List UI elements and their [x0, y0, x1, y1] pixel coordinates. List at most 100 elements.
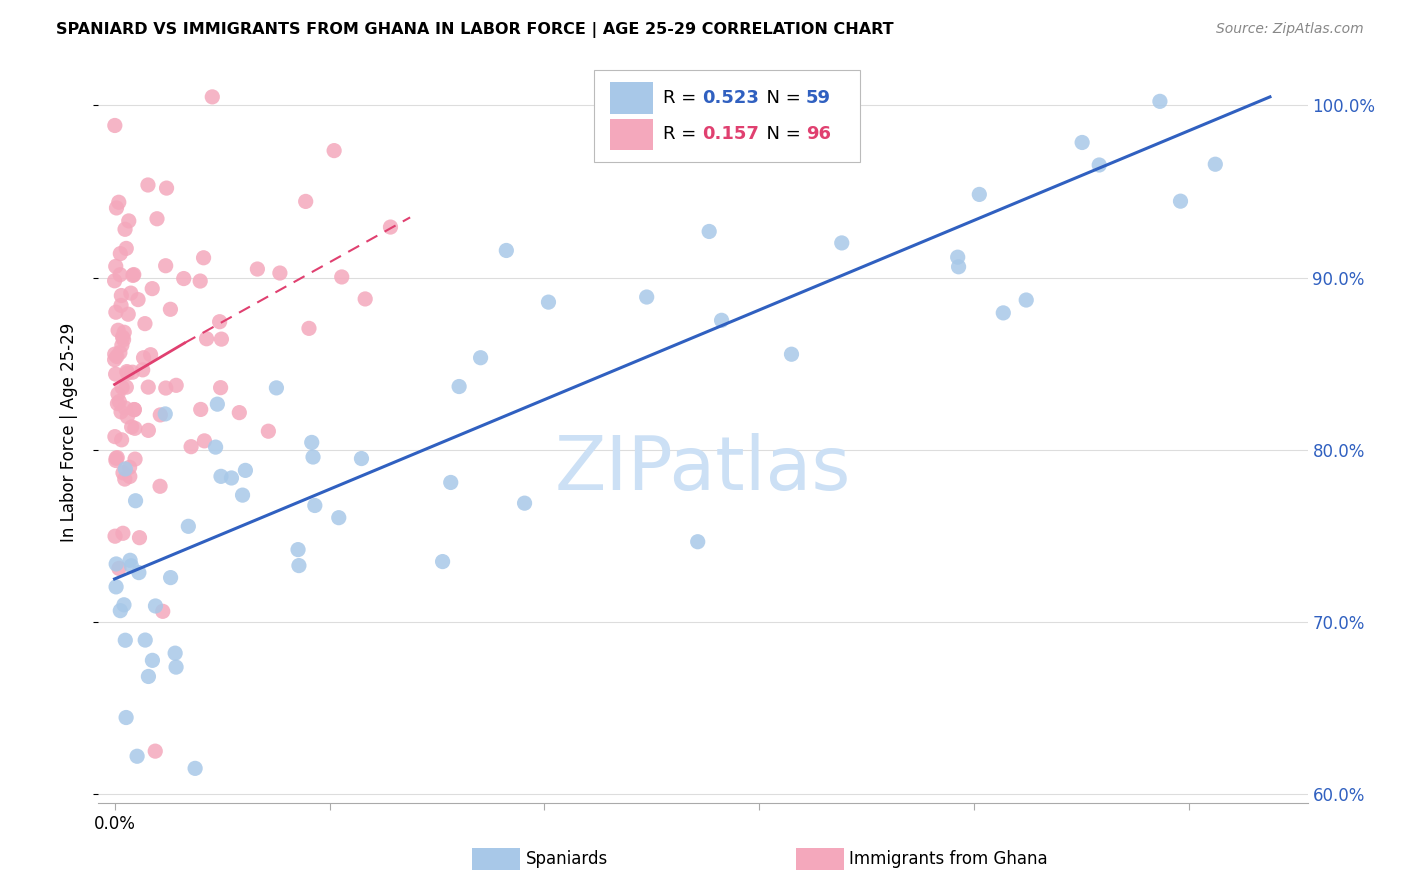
Point [155, 181, 177, 195]
Point [104, 429, 127, 443]
Point [105, 350, 128, 364]
Point [122, 268, 145, 283]
Text: 0.523: 0.523 [702, 89, 759, 107]
Point [188, 274, 211, 288]
Point [122, 268, 145, 282]
Point [184, 761, 207, 775]
Point [141, 653, 163, 667]
Point [110, 246, 132, 260]
Point [124, 421, 146, 435]
Point [173, 271, 195, 285]
Point [114, 462, 136, 476]
Point [209, 332, 232, 346]
Point [209, 469, 232, 483]
Point [323, 144, 346, 158]
Point [1088, 158, 1111, 172]
Point [105, 580, 128, 594]
Point [105, 557, 128, 571]
Point [114, 401, 136, 415]
Point [228, 406, 250, 420]
Point [104, 352, 127, 367]
Point [108, 561, 131, 575]
Point [108, 268, 131, 282]
Point [124, 402, 146, 417]
Point [513, 496, 536, 510]
Point [636, 290, 658, 304]
Point [107, 323, 129, 337]
Point [104, 305, 127, 319]
Point [257, 424, 280, 438]
Point [209, 381, 232, 395]
Point [110, 433, 132, 447]
Point [120, 286, 142, 301]
Point [121, 365, 143, 379]
Point [107, 195, 129, 210]
Point [138, 423, 160, 437]
Point [155, 259, 177, 273]
Point [440, 475, 463, 490]
Point [221, 471, 243, 485]
Text: N =: N = [755, 89, 807, 107]
Point [141, 282, 163, 296]
Point [354, 292, 377, 306]
Text: Immigrants from Ghana: Immigrants from Ghana [849, 850, 1047, 868]
Point [118, 469, 141, 483]
Point [104, 367, 127, 381]
Point [686, 534, 709, 549]
Point [235, 463, 257, 477]
Point [948, 260, 970, 274]
Point [111, 466, 134, 480]
Point [697, 224, 720, 238]
Point [104, 119, 127, 133]
Point [149, 408, 172, 422]
Point [111, 380, 134, 394]
Point [110, 405, 132, 419]
Point [152, 604, 174, 618]
Point [495, 244, 517, 258]
Point [294, 194, 316, 209]
Point [138, 669, 160, 683]
Point [118, 460, 141, 475]
FancyBboxPatch shape [595, 70, 860, 162]
Point [946, 250, 969, 264]
Point [117, 307, 139, 321]
Point [115, 365, 138, 379]
Point [121, 420, 143, 434]
Point [190, 402, 212, 417]
Point [969, 187, 991, 202]
Point [131, 363, 153, 377]
Point [302, 450, 325, 464]
Point [201, 90, 224, 104]
Point [288, 558, 311, 573]
Point [301, 435, 323, 450]
Text: N =: N = [755, 125, 807, 144]
Point [124, 452, 146, 467]
Point [115, 241, 138, 255]
Point [118, 214, 141, 228]
Point [120, 553, 142, 567]
Point [128, 566, 150, 580]
Point [134, 633, 156, 648]
Point [780, 347, 803, 361]
Text: 59: 59 [806, 89, 831, 107]
Point [107, 396, 129, 410]
Point [104, 260, 127, 274]
Point [193, 434, 215, 448]
Point [105, 451, 128, 466]
Point [208, 315, 231, 329]
Point [165, 660, 187, 674]
Point [232, 488, 254, 502]
Point [207, 397, 229, 411]
Point [149, 479, 172, 493]
Point [105, 201, 128, 215]
Point [115, 380, 138, 394]
FancyBboxPatch shape [610, 82, 654, 113]
Point [110, 298, 132, 312]
Point [159, 302, 181, 317]
Point [1015, 293, 1038, 307]
FancyBboxPatch shape [610, 119, 654, 150]
Text: R =: R = [664, 89, 702, 107]
Point [155, 381, 177, 395]
Text: Spaniards: Spaniards [526, 850, 607, 868]
Point [330, 269, 353, 284]
